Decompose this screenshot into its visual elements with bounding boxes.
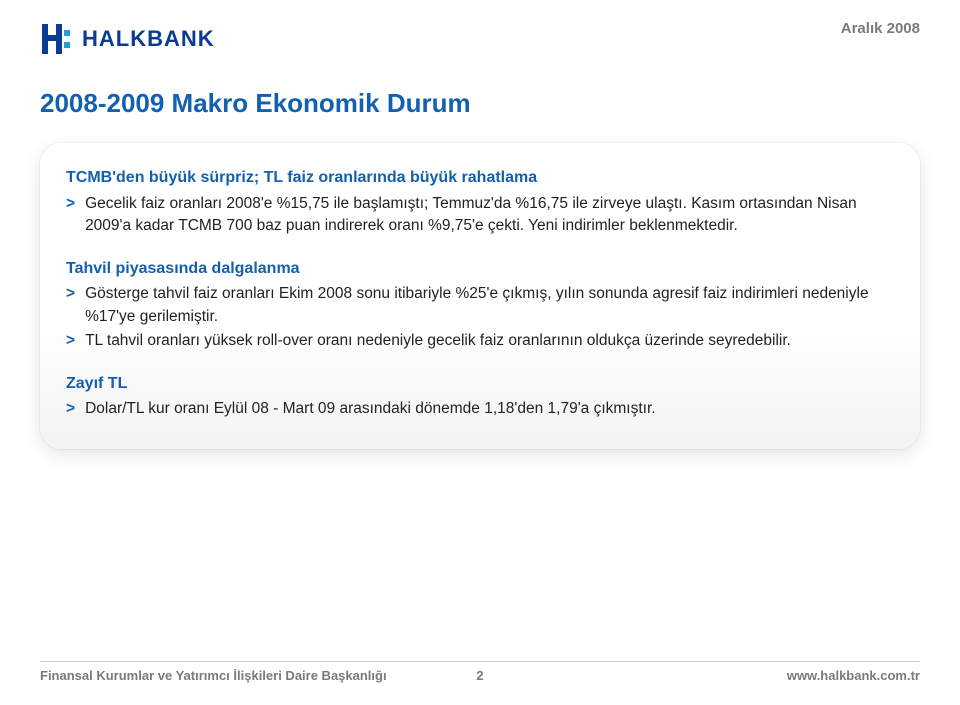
- bullet-text: Gösterge tahvil faiz oranları Ekim 2008 …: [85, 283, 894, 328]
- brand-logo: HALKBANK: [40, 20, 215, 58]
- halkbank-logo-icon: [40, 20, 74, 58]
- slide-page: HALKBANK Aralık 2008 2008-2009 Makro Eko…: [0, 0, 960, 705]
- bullet-text: TL tahvil oranları yüksek roll-over oran…: [85, 330, 894, 352]
- bullet-item: > Gösterge tahvil faiz oranları Ekim 200…: [66, 283, 894, 328]
- bullet-marker: >: [66, 193, 75, 238]
- content-box: TCMB'den büyük sürpriz; TL faiz oranları…: [40, 143, 920, 449]
- footer: Finansal Kurumlar ve Yatırımcı İlişkiler…: [40, 661, 920, 683]
- bullet-item: > TL tahvil oranları yüksek roll-over or…: [66, 330, 894, 352]
- footer-row: Finansal Kurumlar ve Yatırımcı İlişkiler…: [40, 668, 920, 683]
- footer-right: www.halkbank.com.tr: [787, 668, 920, 683]
- section-head: Zayıf TL: [66, 373, 894, 395]
- bullet-item: > Gecelik faiz oranları 2008'e %15,75 il…: [66, 193, 894, 238]
- date-label: Aralık 2008: [841, 20, 920, 37]
- bullet-item: > Dolar/TL kur oranı Eylül 08 - Mart 09 …: [66, 398, 894, 420]
- section-head: TCMB'den büyük sürpriz; TL faiz oranları…: [66, 167, 894, 189]
- bullet-marker: >: [66, 330, 75, 352]
- page-title: 2008-2009 Makro Ekonomik Durum: [40, 88, 920, 119]
- bullet-text: Gecelik faiz oranları 2008'e %15,75 ile …: [85, 193, 894, 238]
- header: HALKBANK Aralık 2008: [40, 20, 920, 58]
- section-head: Tahvil piyasasında dalgalanma: [66, 258, 894, 280]
- section-tcmb: TCMB'den büyük sürpriz; TL faiz oranları…: [66, 167, 894, 238]
- bullet-marker: >: [66, 398, 75, 420]
- section-tahvil: Tahvil piyasasında dalgalanma > Gösterge…: [66, 258, 894, 353]
- bullet-marker: >: [66, 283, 75, 328]
- footer-divider: [40, 661, 920, 662]
- section-zayif-tl: Zayıf TL > Dolar/TL kur oranı Eylül 08 -…: [66, 373, 894, 421]
- brand-name: HALKBANK: [82, 26, 215, 52]
- bullet-text: Dolar/TL kur oranı Eylül 08 - Mart 09 ar…: [85, 398, 894, 420]
- footer-page-number: 2: [476, 668, 483, 683]
- footer-left: Finansal Kurumlar ve Yatırımcı İlişkiler…: [40, 668, 387, 683]
